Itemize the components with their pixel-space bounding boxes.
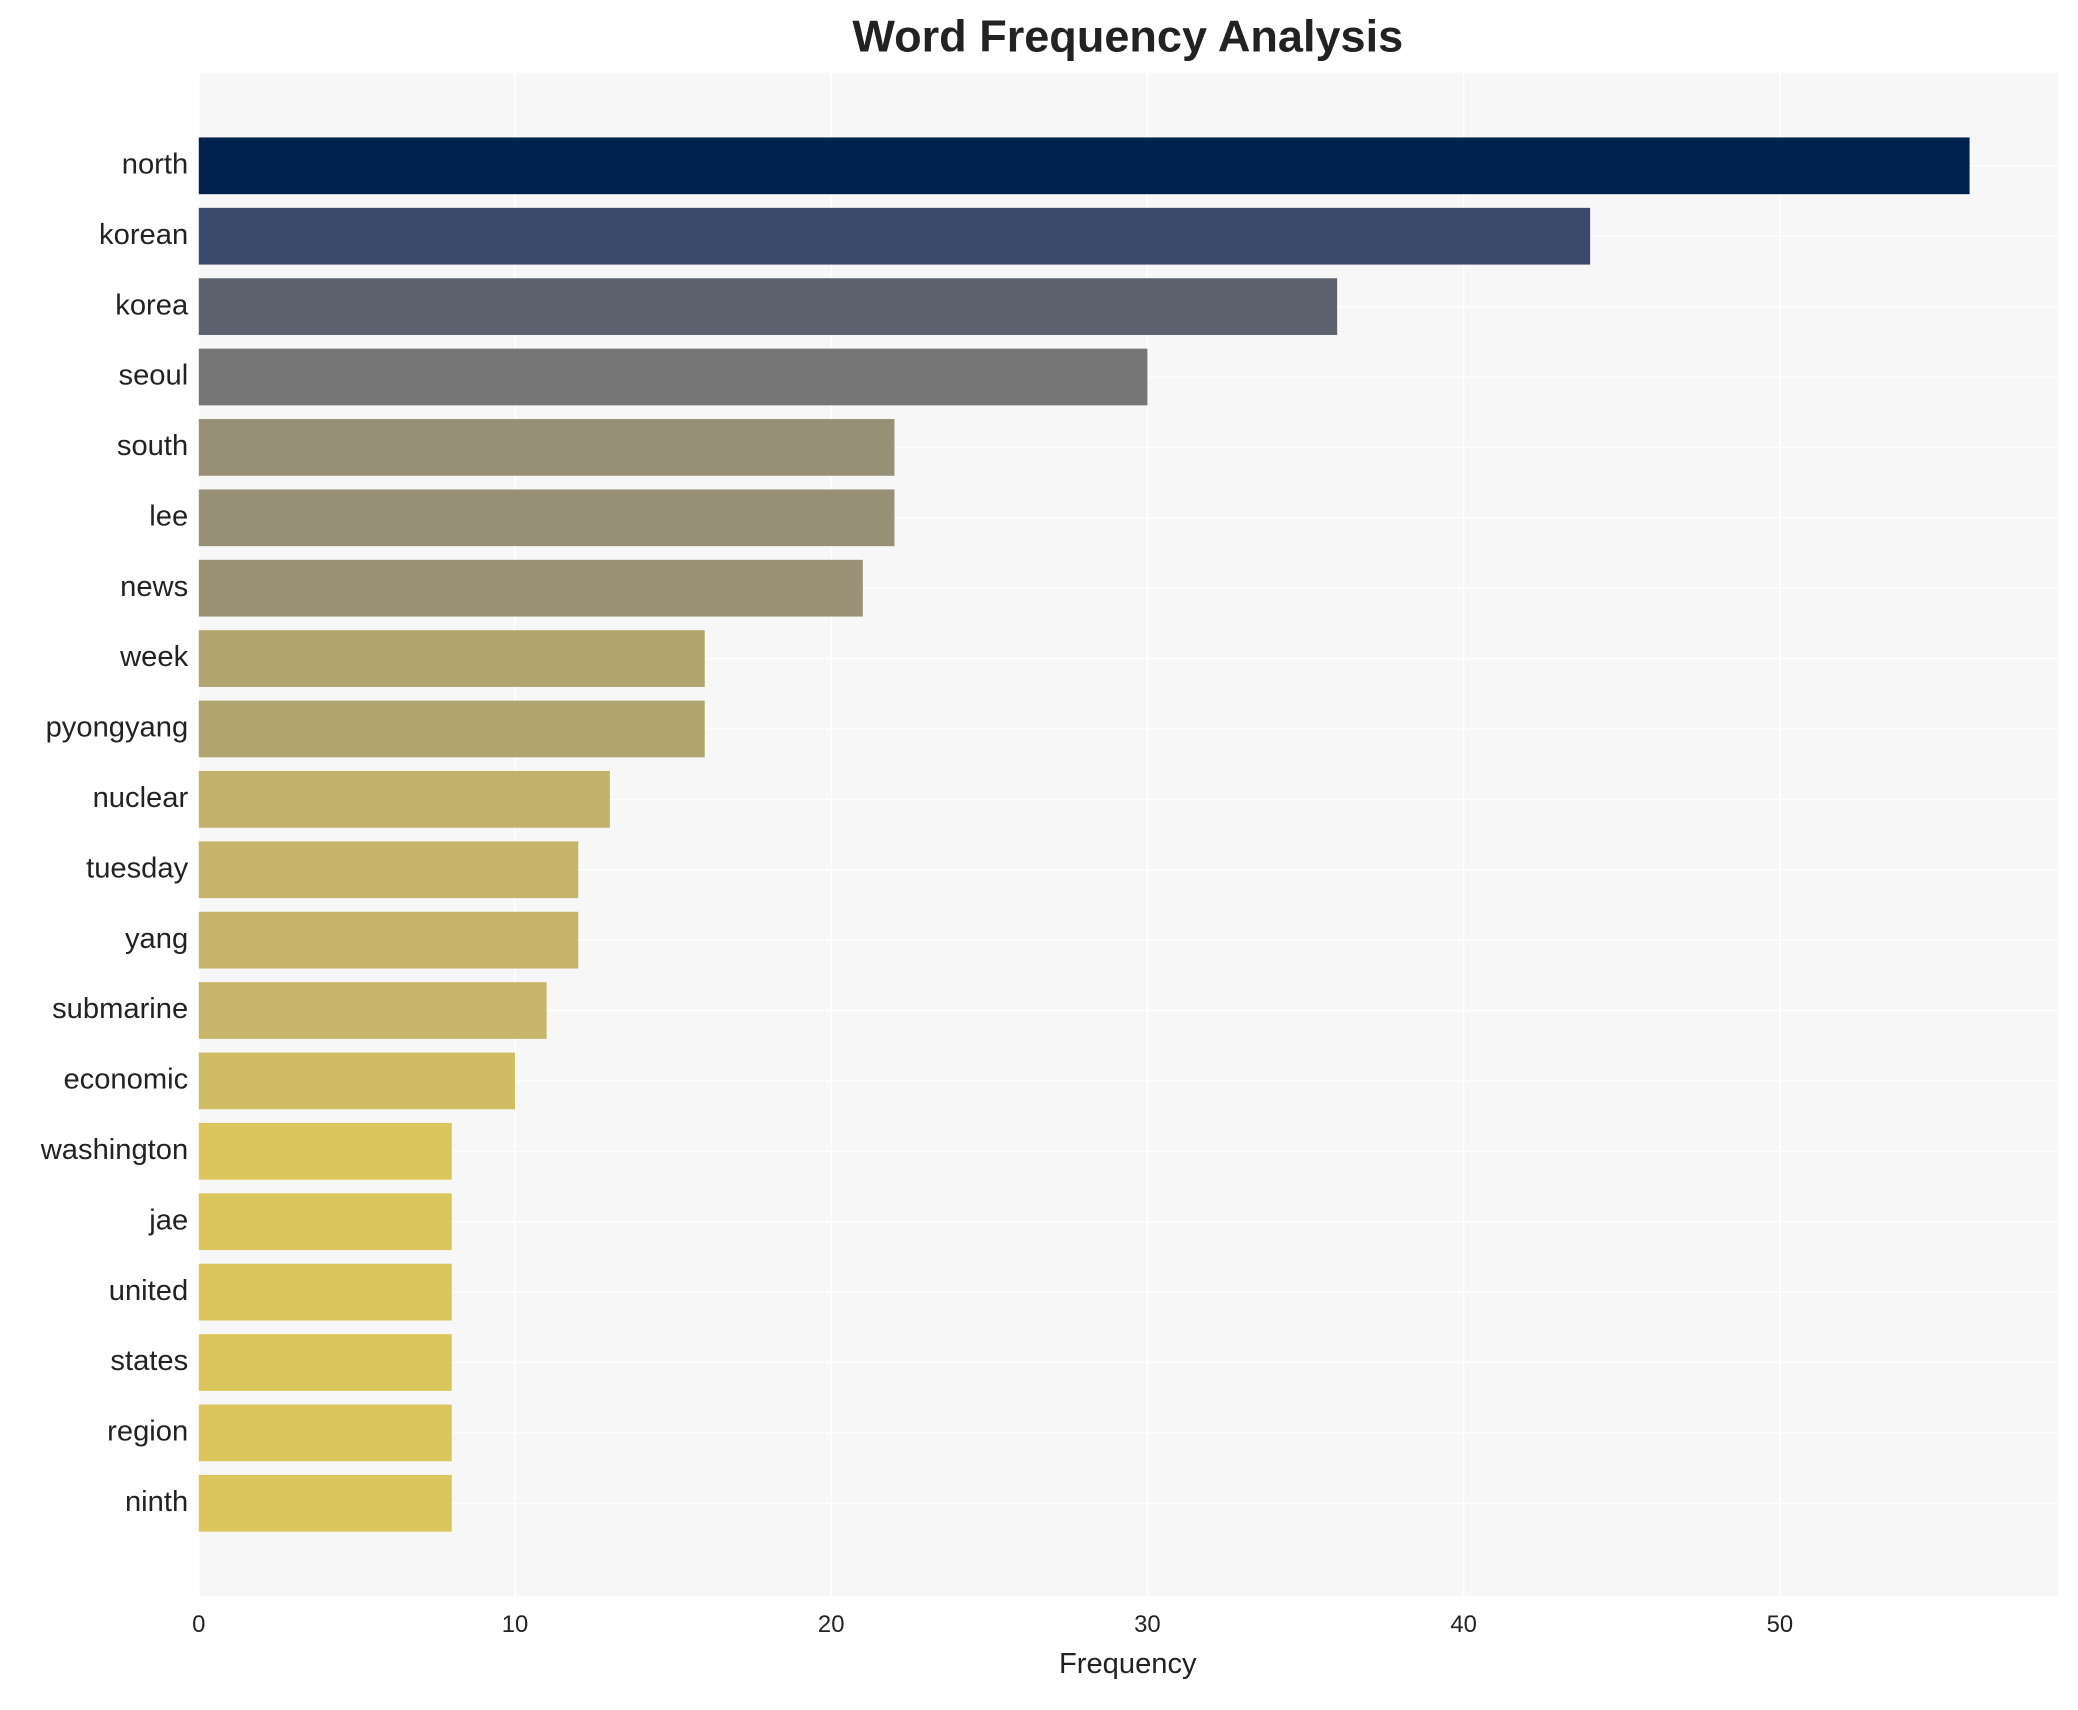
bar <box>198 1334 452 1391</box>
bar <box>198 489 895 547</box>
y-tick-label: jae <box>148 1204 188 1236</box>
y-tick-label: north <box>122 149 188 181</box>
bar <box>198 419 895 476</box>
chart-title: Word Frequency Analysis <box>852 11 1403 62</box>
x-tick-label: 30 <box>1134 1611 1161 1638</box>
bar <box>198 841 579 899</box>
bar <box>198 982 547 1039</box>
bar <box>198 348 1148 406</box>
bar <box>198 1404 452 1462</box>
bar <box>198 630 705 687</box>
x-tick-label: 0 <box>192 1611 205 1638</box>
y-tick-label: region <box>107 1416 188 1448</box>
y-tick-label: pyongyang <box>46 712 189 744</box>
y-tick-label: yang <box>125 923 188 955</box>
bar <box>198 137 1970 195</box>
bar <box>198 700 705 758</box>
y-tick-label: tuesday <box>86 852 189 884</box>
y-tick-label: ninth <box>125 1486 188 1518</box>
bar <box>198 1193 452 1251</box>
y-tick-label: submarine <box>52 993 188 1025</box>
y-tick-label: korean <box>99 219 188 251</box>
bar <box>198 1263 452 1321</box>
y-tick-label: korea <box>115 289 189 321</box>
bar <box>198 559 863 617</box>
y-tick-label: united <box>109 1275 188 1307</box>
y-tick-label: south <box>117 430 188 462</box>
y-tick-label: seoul <box>119 360 189 392</box>
bar <box>198 278 1338 335</box>
bar <box>198 1052 516 1110</box>
y-tick-label: nuclear <box>93 782 189 814</box>
bar <box>198 207 1591 265</box>
x-tick-label: 20 <box>818 1611 845 1638</box>
x-axis-label: Frequency <box>1059 1648 1197 1680</box>
x-tick-label: 10 <box>502 1611 529 1638</box>
bar <box>198 1122 452 1180</box>
bar <box>198 911 579 969</box>
y-tick-label: washington <box>40 1134 188 1166</box>
y-tick-label: lee <box>149 501 188 533</box>
bar <box>198 1474 452 1532</box>
bar <box>198 770 610 828</box>
x-tick-label: 50 <box>1767 1611 1794 1638</box>
y-tick-label: economic <box>63 1064 188 1096</box>
y-tick-label: news <box>120 571 188 603</box>
y-tick-label: states <box>110 1345 188 1377</box>
x-tick-label: 40 <box>1450 1611 1477 1638</box>
y-tick-label: week <box>119 641 188 673</box>
